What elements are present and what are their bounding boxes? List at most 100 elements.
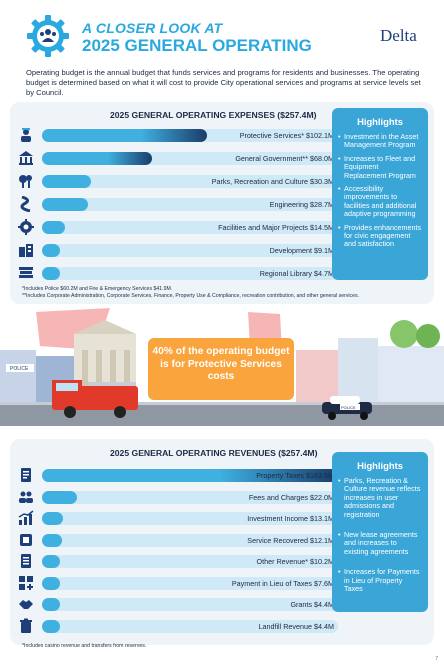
expense-bar-track: Parks, Recreation and Culture $30.3M bbox=[42, 175, 338, 188]
revenue-row: Other Revenue* $10.2M bbox=[18, 554, 338, 568]
expense-bar-label: Protective Services* $102.1M bbox=[239, 131, 334, 140]
revenue-bar-label: Fees and Charges $22.0M bbox=[248, 492, 334, 502]
revenue-bar-label: Grants $4.4M bbox=[290, 600, 334, 609]
revenue-bar-track: Fees and Charges $22.0M bbox=[42, 490, 338, 504]
expense-bar-development bbox=[42, 244, 60, 257]
revenue-bar-track: Investment Income $13.1M bbox=[42, 512, 338, 525]
revenue-bar-track: Grants $4.4M bbox=[42, 598, 338, 611]
expense-bar-label: Development $9.1M bbox=[269, 246, 334, 255]
revenue-bar-fees-and-charges bbox=[42, 490, 78, 504]
revenues-note: *Includes casino revenue and transfers f… bbox=[22, 643, 147, 649]
revenue-highlight-item: Parks, Recreation & Culture revenue refl… bbox=[338, 476, 422, 519]
expense-row: Facilities and Major Projects $14.5M bbox=[18, 219, 338, 235]
expense-highlight-item: Increases to Fleet and Equipment Replace… bbox=[338, 154, 422, 180]
revenue-bar-label: Landfill Revenue $4.4M bbox=[258, 621, 334, 631]
revenue-bar-other-revenue bbox=[42, 555, 60, 568]
page-header: A CLOSER LOOK AT 2025 GENERAL OPERATING … bbox=[0, 0, 444, 64]
books-icon bbox=[19, 267, 33, 278]
page-title: 2025 GENERAL OPERATING bbox=[82, 36, 312, 55]
revenue-row: Payment in Lieu of Taxes $7.6M bbox=[18, 575, 338, 590]
expense-row: Regional Library $4.7M bbox=[18, 266, 338, 280]
expenses-note-2: **Includes Corporate Administration, Cor… bbox=[22, 293, 360, 299]
revenues-highlights-title: Highlights bbox=[357, 460, 403, 471]
expense-bar-track: Facilities and Major Projects $14.5M bbox=[42, 221, 338, 234]
development-icon bbox=[19, 244, 33, 257]
revenue-bar-track: Property Taxes $183.6M bbox=[42, 469, 338, 482]
handshake-icon bbox=[19, 600, 33, 609]
revenues-highlights-box: Highlights Parks, Recreation & Culture r… bbox=[332, 452, 428, 612]
revenue-bar-track: Landfill Revenue $4.4M bbox=[42, 619, 338, 633]
expense-row: Parks, Recreation and Culture $30.3M bbox=[18, 174, 338, 188]
revenues-highlights-list: Parks, Recreation & Culture revenue refl… bbox=[338, 476, 422, 593]
expense-bar-label: General Government** $68.0M bbox=[235, 154, 334, 163]
expense-highlight-item: Accessibility improvements to facilities… bbox=[338, 184, 422, 219]
building bbox=[338, 338, 378, 404]
expense-bar-label: Parks, Recreation and Culture $30.3M bbox=[211, 177, 334, 186]
building bbox=[0, 350, 36, 404]
list-icon bbox=[21, 554, 31, 568]
expense-bar-facilities-and-major-projects bbox=[42, 221, 66, 234]
revenue-bar-landfill-revenue bbox=[42, 619, 60, 633]
revenue-highlight-item: New lease agreements and increases to ex… bbox=[338, 530, 422, 556]
government-building-icon bbox=[19, 151, 33, 165]
header-kicker: A CLOSER LOOK AT bbox=[82, 20, 223, 36]
expenses-highlights-box: Highlights Investment in the Asset Manag… bbox=[332, 108, 428, 280]
revenue-bar-label: Payment in Lieu of Taxes $7.6M bbox=[231, 578, 334, 588]
revenues-title: 2025 GENERAL OPERATING REVENUES ($257.4M… bbox=[110, 448, 318, 458]
building bbox=[296, 350, 338, 404]
protective-services-callout: 40% of the operating budget is for Prote… bbox=[148, 338, 294, 400]
police-officer-icon bbox=[21, 128, 31, 142]
trash-bin-icon bbox=[20, 618, 32, 633]
revenue-bar-track: Service Recovered $12.1M bbox=[42, 533, 338, 547]
fire-truck-icon bbox=[52, 380, 138, 418]
revenue-row: Property Taxes $183.6M bbox=[18, 468, 338, 482]
revenue-row: Investment Income $13.1M bbox=[18, 510, 338, 525]
expense-bar-track: Engineering $28.7M bbox=[42, 198, 338, 211]
expense-bar-label: Facilities and Major Projects $14.5M bbox=[218, 223, 334, 232]
revenue-row: Service Recovered $12.1M bbox=[18, 533, 338, 547]
expenses-note-1: *Includes Police $60.2M and Fire & Emerg… bbox=[22, 286, 173, 292]
expense-row: Engineering $28.7M bbox=[18, 196, 338, 212]
expense-bar-regional-library bbox=[42, 267, 60, 280]
gear-icon bbox=[18, 219, 34, 235]
road-icon bbox=[20, 196, 31, 212]
grid-plus-icon bbox=[19, 575, 33, 590]
expense-bar-protective-services bbox=[42, 129, 207, 142]
tree bbox=[416, 324, 440, 348]
expense-row: Protective Services* $102.1M bbox=[18, 128, 338, 142]
expense-bar-parks-recreation-and-culture bbox=[42, 175, 91, 188]
growth-chart-icon bbox=[18, 510, 34, 525]
revenue-bar-service-recovered bbox=[42, 533, 62, 547]
police-building-sign: POLICE bbox=[10, 366, 29, 372]
expense-bar-label: Regional Library $4.7M bbox=[259, 269, 334, 278]
expense-bar-engineering bbox=[42, 198, 89, 211]
expense-bar-track: General Government** $68.0M bbox=[42, 152, 338, 165]
revenue-row: Grants $4.4M bbox=[18, 597, 338, 611]
revenue-bar-label: Service Recovered $12.1M bbox=[247, 535, 334, 545]
parks-trees-icon bbox=[19, 175, 32, 188]
building bbox=[378, 346, 444, 404]
expense-row: General Government** $68.0M bbox=[18, 151, 338, 165]
city-street-illustration: POLICE POLICE bbox=[0, 308, 444, 426]
group-gear-icon bbox=[27, 15, 69, 57]
revenue-bar-label: Other Revenue* $10.2M bbox=[256, 557, 334, 566]
revenue-row: Fees and Charges $22.0M bbox=[18, 490, 338, 504]
tree bbox=[390, 320, 418, 348]
revenue-highlight-item: Increases for Payments in Lieu of Proper… bbox=[338, 568, 422, 593]
expense-bar-track: Protective Services* $102.1M bbox=[42, 129, 338, 142]
revenue-bar-track: Other Revenue* $10.2M bbox=[42, 555, 338, 568]
revenue-bar-investment-income bbox=[42, 512, 64, 525]
revenue-bar-grants bbox=[42, 598, 60, 611]
revenue-bar-label: Investment Income $13.1M bbox=[247, 514, 334, 523]
revenue-bar-label: Property Taxes $183.6M bbox=[256, 471, 334, 480]
delta-logo: Delta bbox=[380, 26, 417, 45]
revenue-bar-track: Payment in Lieu of Taxes $7.6M bbox=[42, 576, 338, 590]
expenses-title: 2025 GENERAL OPERATING EXPENSES ($257.4M… bbox=[110, 110, 317, 120]
expense-row: Development $9.1M bbox=[18, 243, 338, 257]
revenue-bar-property-taxes bbox=[42, 469, 338, 482]
expenses-highlights-title: Highlights bbox=[357, 116, 403, 127]
revenue-bar-payment-in-lieu-of-taxes bbox=[42, 576, 60, 590]
intro-paragraph: Operating budget is the annual budget th… bbox=[26, 68, 421, 97]
people-icon bbox=[19, 491, 33, 503]
expense-bar-general-government bbox=[42, 152, 152, 165]
